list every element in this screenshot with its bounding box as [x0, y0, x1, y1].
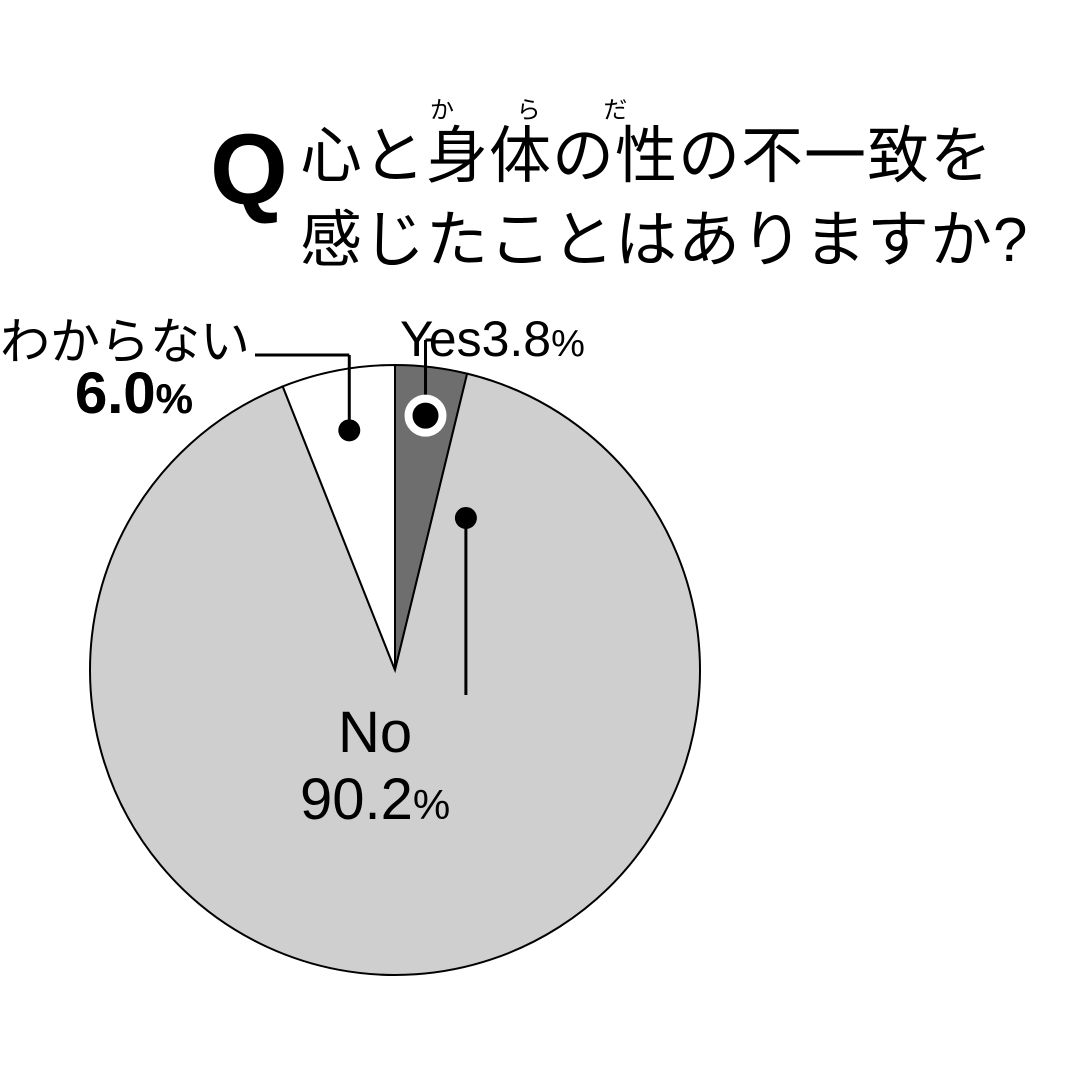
- pointer-dot: [338, 419, 360, 441]
- label-no: No 90.2%: [300, 700, 450, 833]
- pointer-dot: [455, 507, 477, 529]
- label-yes-name: Yes: [400, 311, 482, 367]
- pie-chart: Yes3.8% わからない 6.0% 6.0% No 90.2%: [0, 300, 1080, 1080]
- question-marker: Q: [210, 120, 288, 220]
- label-unknown-value: 6.0%: [75, 360, 193, 427]
- percent-sign: %: [551, 323, 585, 365]
- percent-sign: %: [413, 781, 450, 828]
- label-no-name: No: [338, 700, 412, 765]
- question-line-1: 心と身体の性の不一致を: [300, 122, 993, 191]
- pointer-dot: [409, 399, 443, 433]
- label-unknown-value-text-fg: 6.0: [75, 361, 156, 426]
- label-yes: Yes3.8%: [400, 310, 585, 368]
- question-line-2: 感じたことはありますか?: [300, 206, 1028, 275]
- label-yes-value: 3.8: [482, 311, 552, 367]
- question-text: 心と身体の性の不一致を 感じたことはありますか?: [300, 115, 1028, 282]
- percent-sign: %: [156, 375, 193, 422]
- label-no-value: 90.2: [300, 767, 413, 832]
- survey-pie-page: Q か ら だ 心と身体の性の不一致を 感じたことはありますか? Yes3.8%…: [0, 0, 1080, 1080]
